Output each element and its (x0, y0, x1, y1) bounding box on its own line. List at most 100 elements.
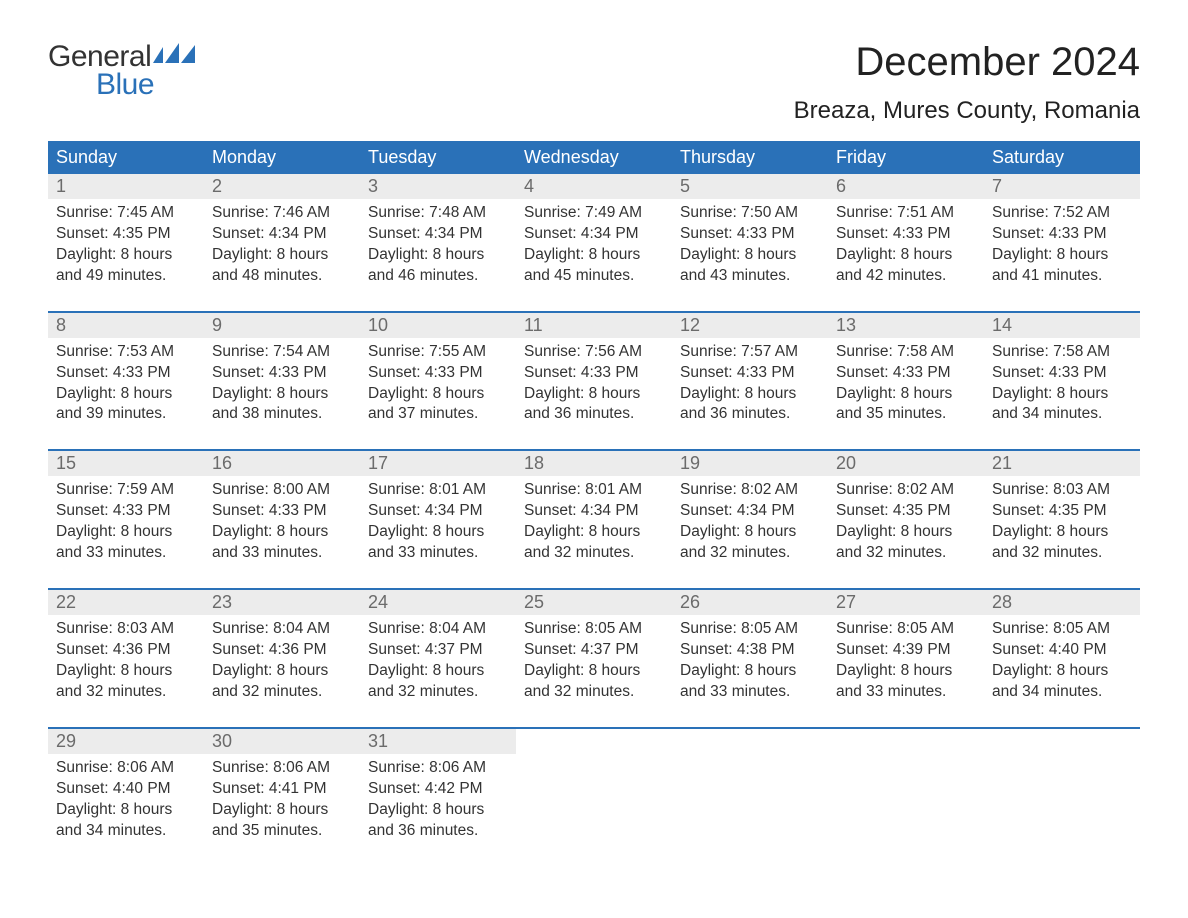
daylight-line1: Daylight: 8 hours (680, 522, 820, 543)
sunset-text: Sunset: 4:33 PM (212, 501, 352, 522)
dow-sunday: Sunday (48, 141, 204, 174)
day-number-cell: 17 (360, 451, 516, 476)
day-number-cell: 22 (48, 590, 204, 615)
day-data-cell: Sunrise: 8:05 AMSunset: 4:37 PMDaylight:… (516, 615, 672, 728)
day-data-cell (828, 754, 984, 850)
logo-word-blue: Blue (96, 68, 195, 102)
day-data-cell: Sunrise: 8:01 AMSunset: 4:34 PMDaylight:… (360, 476, 516, 589)
daylight-line1: Daylight: 8 hours (836, 384, 976, 405)
daylight-line1: Daylight: 8 hours (368, 800, 508, 821)
day-number-row: 1234567 (48, 174, 1140, 199)
day-number-cell: 24 (360, 590, 516, 615)
day-number-cell: 7 (984, 174, 1140, 199)
day-number-row: 22232425262728 (48, 590, 1140, 615)
sunset-text: Sunset: 4:37 PM (368, 640, 508, 661)
day-number-cell: 13 (828, 313, 984, 338)
sunrise-text: Sunrise: 8:05 AM (992, 619, 1132, 640)
dow-wednesday: Wednesday (516, 141, 672, 174)
daylight-line2: and 46 minutes. (368, 266, 508, 287)
day-data-cell: Sunrise: 7:52 AMSunset: 4:33 PMDaylight:… (984, 199, 1140, 312)
day-number-cell: 18 (516, 451, 672, 476)
daylight-line2: and 32 minutes. (524, 543, 664, 564)
daylight-line1: Daylight: 8 hours (836, 522, 976, 543)
daylight-line1: Daylight: 8 hours (524, 661, 664, 682)
day-data-cell: Sunrise: 8:02 AMSunset: 4:34 PMDaylight:… (672, 476, 828, 589)
daylight-line1: Daylight: 8 hours (524, 522, 664, 543)
daylight-line2: and 32 minutes. (56, 682, 196, 703)
page-header: General Blue December 2024 Breaza, Mures… (48, 40, 1140, 133)
sunrise-text: Sunrise: 7:54 AM (212, 342, 352, 363)
day-data-cell (672, 754, 828, 850)
day-number-cell (516, 729, 672, 754)
day-data-cell: Sunrise: 7:53 AMSunset: 4:33 PMDaylight:… (48, 338, 204, 451)
sunrise-text: Sunrise: 8:04 AM (212, 619, 352, 640)
day-number-cell: 31 (360, 729, 516, 754)
day-data-cell: Sunrise: 8:05 AMSunset: 4:38 PMDaylight:… (672, 615, 828, 728)
daylight-line1: Daylight: 8 hours (368, 661, 508, 682)
day-data-row: Sunrise: 7:53 AMSunset: 4:33 PMDaylight:… (48, 338, 1140, 451)
sunset-text: Sunset: 4:33 PM (56, 501, 196, 522)
sunrise-text: Sunrise: 7:53 AM (56, 342, 196, 363)
sunset-text: Sunset: 4:33 PM (680, 224, 820, 245)
day-data-cell: Sunrise: 8:06 AMSunset: 4:42 PMDaylight:… (360, 754, 516, 850)
sunset-text: Sunset: 4:40 PM (992, 640, 1132, 661)
day-number-cell: 19 (672, 451, 828, 476)
sunset-text: Sunset: 4:33 PM (680, 363, 820, 384)
day-number-cell: 29 (48, 729, 204, 754)
sunrise-text: Sunrise: 8:06 AM (56, 758, 196, 779)
sunset-text: Sunset: 4:33 PM (368, 363, 508, 384)
daylight-line1: Daylight: 8 hours (524, 245, 664, 266)
daylight-line1: Daylight: 8 hours (56, 800, 196, 821)
day-number-cell: 23 (204, 590, 360, 615)
day-data-cell: Sunrise: 8:03 AMSunset: 4:35 PMDaylight:… (984, 476, 1140, 589)
day-number-cell (672, 729, 828, 754)
day-number-row: 15161718192021 (48, 451, 1140, 476)
day-data-cell: Sunrise: 8:04 AMSunset: 4:37 PMDaylight:… (360, 615, 516, 728)
daylight-line2: and 35 minutes. (836, 404, 976, 425)
sunrise-text: Sunrise: 8:06 AM (212, 758, 352, 779)
daylight-line2: and 33 minutes. (56, 543, 196, 564)
sunrise-text: Sunrise: 8:02 AM (680, 480, 820, 501)
daylight-line2: and 32 minutes. (680, 543, 820, 564)
day-data-cell: Sunrise: 7:51 AMSunset: 4:33 PMDaylight:… (828, 199, 984, 312)
day-data-cell: Sunrise: 8:02 AMSunset: 4:35 PMDaylight:… (828, 476, 984, 589)
daylight-line1: Daylight: 8 hours (368, 384, 508, 405)
sunset-text: Sunset: 4:33 PM (56, 363, 196, 384)
sunset-text: Sunset: 4:33 PM (836, 224, 976, 245)
day-data-cell: Sunrise: 7:49 AMSunset: 4:34 PMDaylight:… (516, 199, 672, 312)
day-data-cell: Sunrise: 7:54 AMSunset: 4:33 PMDaylight:… (204, 338, 360, 451)
daylight-line2: and 45 minutes. (524, 266, 664, 287)
day-data-cell: Sunrise: 7:48 AMSunset: 4:34 PMDaylight:… (360, 199, 516, 312)
daylight-line1: Daylight: 8 hours (680, 245, 820, 266)
sunset-text: Sunset: 4:33 PM (836, 363, 976, 384)
day-number-cell: 12 (672, 313, 828, 338)
sunrise-text: Sunrise: 8:03 AM (992, 480, 1132, 501)
daylight-line2: and 41 minutes. (992, 266, 1132, 287)
daylight-line1: Daylight: 8 hours (836, 661, 976, 682)
sunset-text: Sunset: 4:33 PM (992, 363, 1132, 384)
day-number-cell: 2 (204, 174, 360, 199)
daylight-line2: and 35 minutes. (212, 821, 352, 842)
day-number-cell: 25 (516, 590, 672, 615)
sunrise-text: Sunrise: 8:05 AM (524, 619, 664, 640)
month-title: December 2024 (794, 40, 1140, 85)
day-number-cell: 11 (516, 313, 672, 338)
day-data-cell: Sunrise: 8:06 AMSunset: 4:40 PMDaylight:… (48, 754, 204, 850)
day-number-cell: 27 (828, 590, 984, 615)
day-number-cell: 30 (204, 729, 360, 754)
day-number-cell: 4 (516, 174, 672, 199)
sunrise-text: Sunrise: 7:55 AM (368, 342, 508, 363)
daylight-line2: and 42 minutes. (836, 266, 976, 287)
sunset-text: Sunset: 4:35 PM (56, 224, 196, 245)
day-number-cell: 20 (828, 451, 984, 476)
sunrise-text: Sunrise: 8:01 AM (524, 480, 664, 501)
daylight-line1: Daylight: 8 hours (680, 661, 820, 682)
daylight-line1: Daylight: 8 hours (368, 522, 508, 543)
title-block: December 2024 Breaza, Mures County, Roma… (794, 40, 1140, 133)
daylight-line2: and 34 minutes. (992, 404, 1132, 425)
daylight-line2: and 39 minutes. (56, 404, 196, 425)
daylight-line1: Daylight: 8 hours (992, 384, 1132, 405)
daylight-line1: Daylight: 8 hours (680, 384, 820, 405)
day-number-cell: 21 (984, 451, 1140, 476)
sunset-text: Sunset: 4:34 PM (368, 501, 508, 522)
